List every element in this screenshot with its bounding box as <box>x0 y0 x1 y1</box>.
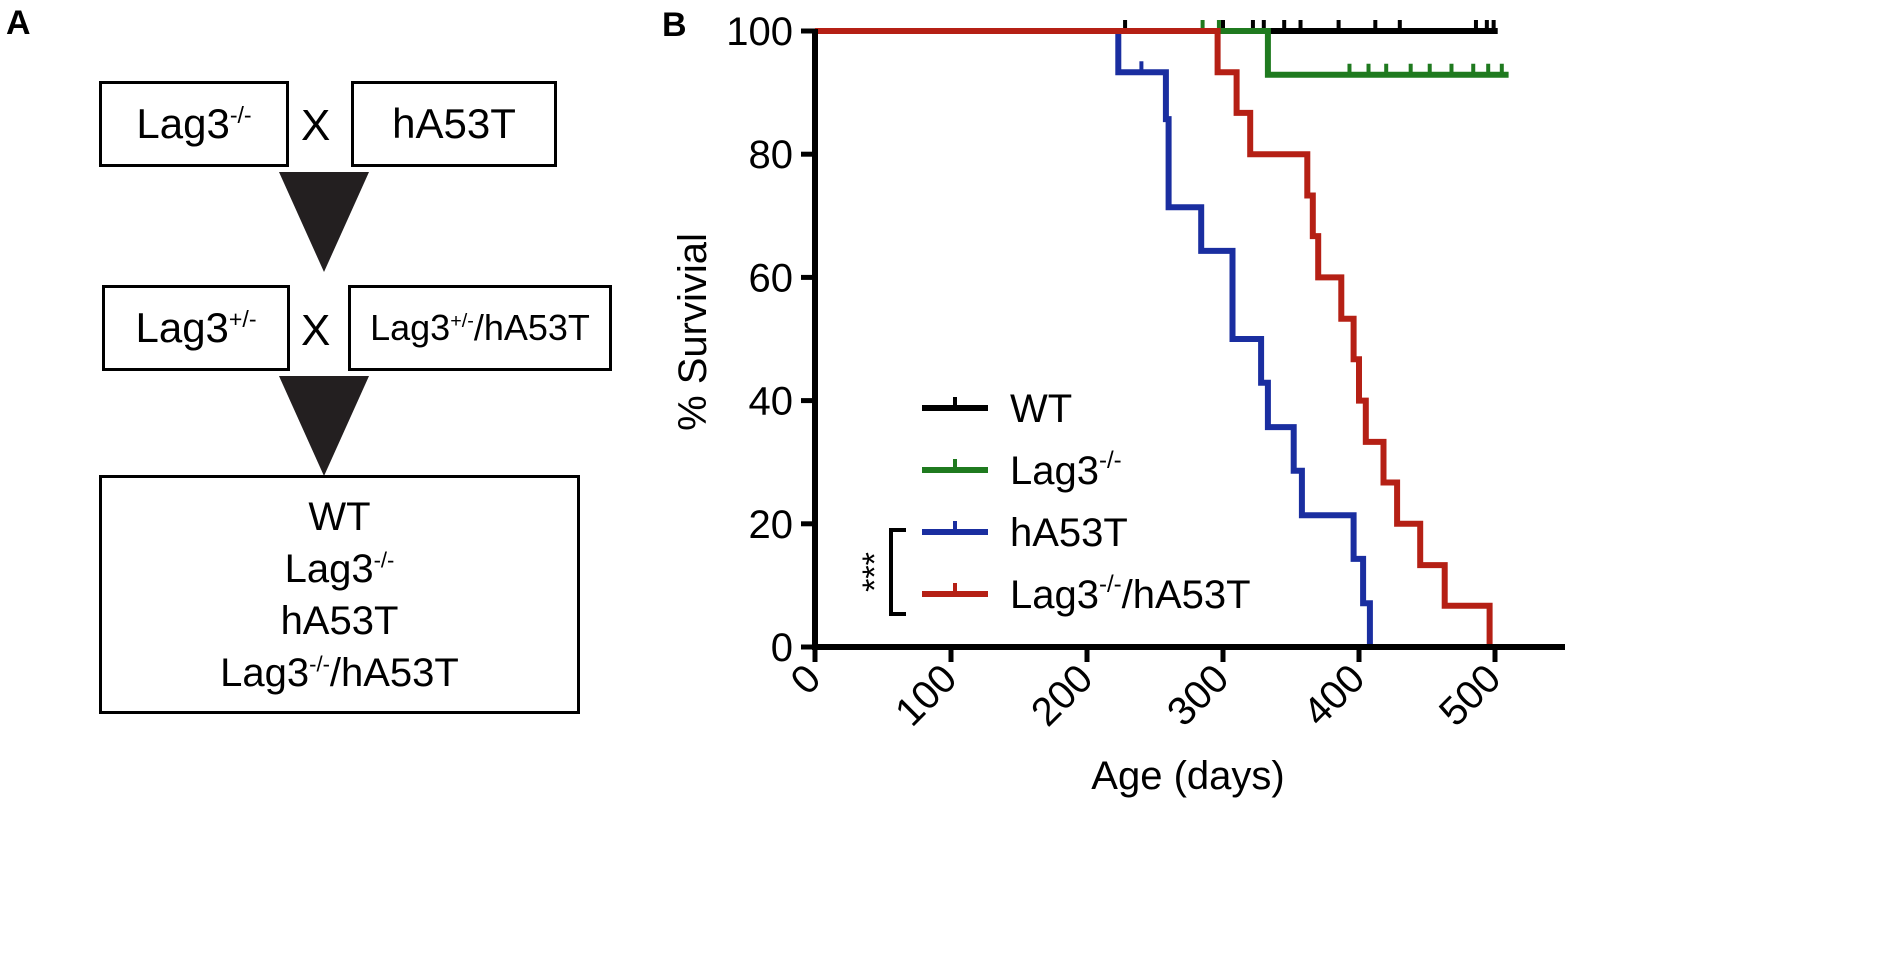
x-tick-label: 500 <box>1431 656 1509 734</box>
parent-lag3-het-box: Lag3+/- <box>102 285 290 371</box>
panel-a-label: A <box>6 4 31 42</box>
x-tick-label: 200 <box>1023 656 1101 734</box>
panel-b-label: B <box>662 6 687 44</box>
legend-label: WT <box>1010 387 1072 431</box>
offspring-genotype: WT <box>308 494 371 539</box>
x-tick-label: 100 <box>887 656 965 734</box>
parent-lag3-het-ha53t-label: Lag3+/-/hA53T <box>370 307 590 348</box>
offspring-genotype: Lag3-/- <box>284 546 395 591</box>
y-tick-label: 60 <box>749 256 794 300</box>
cross-symbol-1: X <box>301 101 331 150</box>
offspring-genotypes-box: WT Lag3-/- hA53T Lag3-/-/hA53T <box>99 475 580 714</box>
down-arrow-icon <box>279 376 369 476</box>
y-tick-label: 0 <box>771 626 793 670</box>
significance-bracket <box>889 528 906 616</box>
y-tick-label: 100 <box>726 10 793 54</box>
parent-lag3-het-label: Lag3+/- <box>135 304 257 351</box>
offspring-genotype: Lag3-/-/hA53T <box>220 650 459 695</box>
y-axis-title: % Survivial <box>671 233 715 431</box>
offspring-genotype: hA53T <box>280 598 399 643</box>
parent-lag3-ko-label: Lag3-/- <box>136 100 252 147</box>
survival-curves <box>815 20 1509 650</box>
significance-stars: *** <box>856 552 894 592</box>
series-line <box>815 28 1495 650</box>
legend-label: Lag3-/-/hA53T <box>1010 571 1251 617</box>
series-line <box>815 28 1373 647</box>
y-tick-label: 40 <box>749 380 794 424</box>
legend-label: Lag3-/- <box>1010 447 1122 493</box>
cross-symbol-2: X <box>301 306 331 355</box>
y-tick-label: 20 <box>749 503 794 547</box>
chart-legend: WT Lag3-/- hA53T Lag3-/-/hA53T *** <box>856 387 1251 617</box>
parent-lag3-het-ha53t-box: Lag3+/-/hA53T <box>348 285 612 371</box>
parent-ha53t-box: hA53T <box>351 81 557 167</box>
parent-lag3-ko-box: Lag3-/- <box>99 81 289 167</box>
x-tick-label: 300 <box>1159 656 1237 734</box>
down-arrow-icon <box>279 172 369 272</box>
legend-label: hA53T <box>1010 511 1128 555</box>
series-line <box>815 28 1509 78</box>
y-tick-label: 80 <box>749 133 794 177</box>
parent-ha53t-label: hA53T <box>392 100 516 147</box>
x-axis-title: Age (days) <box>1091 754 1284 798</box>
x-tick-label: 400 <box>1295 656 1373 734</box>
